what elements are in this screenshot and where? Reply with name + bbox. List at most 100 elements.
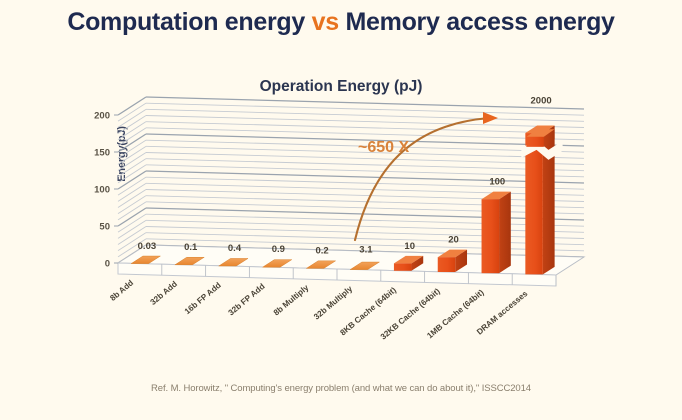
bar-front — [437, 257, 456, 272]
gridline — [145, 121, 585, 135]
bar-side — [455, 249, 468, 272]
gridline — [145, 139, 585, 153]
gridline — [145, 213, 585, 227]
bar-front — [393, 263, 412, 271]
bar-front — [525, 133, 543, 275]
gridline-depth — [117, 238, 147, 258]
chart-title: Operation Energy (pJ) — [259, 78, 423, 95]
bar — [217, 258, 249, 267]
x-category-label: 32b Add — [149, 279, 179, 306]
annotation-group: ~650 X — [353, 112, 498, 242]
gridline — [145, 219, 585, 233]
gridline — [145, 182, 585, 196]
gridline-depth — [117, 158, 147, 178]
bar-top — [393, 255, 424, 264]
gridline — [145, 127, 585, 141]
page-title-suffix: Memory access energy — [338, 8, 615, 36]
gridline — [145, 164, 585, 178]
bar-value-label: 0.2 — [315, 246, 328, 257]
gridline-depth — [117, 96, 147, 116]
value-labels-group: 0.03 0.1 0.4 0.9 0.2 3.1 10 20 100 2000 — [138, 96, 552, 257]
bar-top — [130, 255, 162, 264]
bar-value-label: 0.4 — [228, 243, 242, 254]
bar-value-label: 3.1 — [359, 245, 373, 256]
gridline — [145, 170, 585, 184]
bar-value-label: 2000 — [531, 96, 552, 107]
bar-top — [437, 249, 468, 258]
x-category-label: 32b Multiply — [312, 284, 354, 322]
bar — [349, 261, 381, 270]
gridline-depth — [117, 152, 147, 171]
gridline — [145, 152, 585, 165]
gridline — [145, 207, 585, 221]
bar-side — [542, 125, 555, 275]
annotation-arrow-curve — [353, 116, 492, 242]
gridline-depth — [117, 164, 147, 184]
gridline-depth — [117, 195, 147, 215]
gridline-depth — [117, 201, 147, 221]
bar-front — [481, 199, 500, 274]
bar-side — [499, 191, 511, 274]
bar-value-label: 0.03 — [138, 241, 157, 252]
bar-top — [349, 261, 381, 270]
page-title-prefix: Computation energy — [67, 8, 312, 36]
gridline — [145, 176, 585, 190]
x-category-label: 8b Add — [108, 278, 135, 303]
citation-footer: Ref. M. Horowitz, " Computing's energy p… — [151, 383, 531, 394]
gridline-depth — [117, 176, 147, 196]
bar-top — [305, 260, 337, 269]
gridline-depth — [117, 207, 147, 227]
gridline-depth — [117, 145, 147, 165]
gridline-depth — [117, 189, 147, 208]
gridline — [145, 102, 585, 116]
gridline-depth — [117, 108, 147, 128]
bar — [305, 260, 337, 269]
x-category-label: 16b FP Add — [183, 281, 223, 317]
bar-side — [411, 255, 424, 271]
gridline-depth — [117, 102, 147, 122]
gridline-depth — [117, 115, 147, 134]
bar-top — [174, 256, 206, 266]
y-tick-label: 150 — [94, 148, 110, 159]
gridline-depth — [117, 219, 147, 239]
bar-top-detached — [526, 129, 555, 137]
y-tick-label: 100 — [94, 185, 110, 196]
page-title-vs: vs — [311, 8, 340, 36]
bar-value-label: 20 — [448, 235, 459, 246]
gridline — [145, 226, 585, 239]
gridline-depth — [117, 213, 147, 233]
bar — [525, 125, 555, 275]
gridline — [145, 133, 585, 147]
y-axis-ticks: 0 50 100 150 200 — [94, 111, 118, 270]
annotation-label: ~650 X — [358, 139, 409, 156]
bar — [393, 255, 424, 271]
bar — [437, 249, 468, 272]
gridline — [145, 238, 585, 252]
x-category-label: 8b Multiply — [272, 283, 311, 318]
bar-value-label: 10 — [404, 241, 415, 252]
gridline-depth — [117, 232, 147, 252]
bar-top — [525, 125, 555, 134]
gridline-depth — [117, 121, 147, 141]
gridline — [145, 189, 585, 202]
gridline-depth — [117, 127, 147, 147]
bar-front-detached — [526, 136, 544, 147]
gridline — [145, 232, 585, 246]
x-category-label: 32b FP Add — [227, 282, 267, 318]
bar-value-label: 0.9 — [272, 244, 285, 255]
bar — [174, 256, 206, 266]
gridline — [145, 108, 585, 122]
gridline-depth — [117, 139, 147, 159]
bar-top — [261, 259, 293, 268]
bar-value-label: 100 — [489, 177, 505, 188]
gridline — [145, 158, 585, 172]
bar — [261, 259, 293, 268]
gridline — [145, 115, 585, 128]
page-title: Computation energy vs Memory access ener… — [0, 8, 682, 37]
y-tick-label: 0 — [105, 259, 110, 270]
gridlines — [117, 96, 585, 264]
bar-value-label: 0.1 — [184, 242, 198, 253]
gridline — [145, 195, 585, 209]
